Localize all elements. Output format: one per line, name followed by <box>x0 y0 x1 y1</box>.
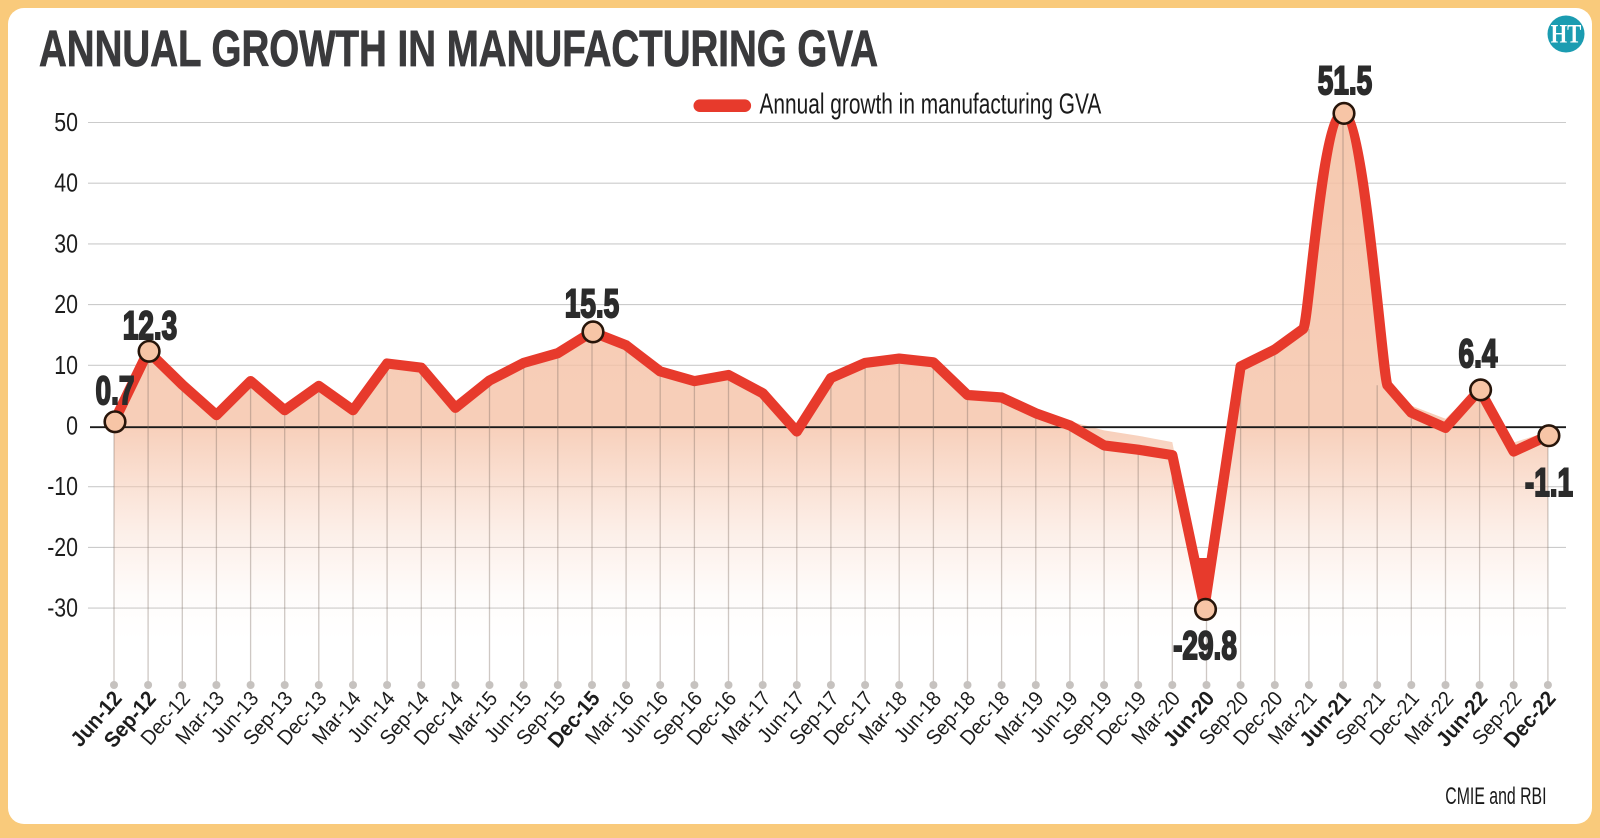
svg-text:10: 10 <box>54 351 78 381</box>
svg-text:CMIE and RBI: CMIE and RBI <box>1445 784 1546 810</box>
svg-text:20: 20 <box>54 290 78 320</box>
svg-text:-10: -10 <box>47 472 78 502</box>
svg-text:Annual growth in manufacturing: Annual growth in manufacturing GVA <box>760 88 1102 120</box>
svg-text:-20: -20 <box>47 533 78 563</box>
svg-text:50: 50 <box>54 108 78 138</box>
svg-text:-29.8: -29.8 <box>1173 624 1237 668</box>
svg-text:HT: HT <box>1551 21 1582 49</box>
svg-text:12.3: 12.3 <box>123 304 177 348</box>
svg-text:-30: -30 <box>47 594 78 624</box>
svg-text:6.4: 6.4 <box>1459 332 1499 376</box>
svg-text:15.5: 15.5 <box>565 282 619 326</box>
svg-text:ANNUAL GROWTH IN MANUFACTURING: ANNUAL GROWTH IN MANUFACTURING GVA <box>39 20 878 77</box>
svg-text:51.5: 51.5 <box>1318 59 1372 103</box>
svg-text:30: 30 <box>54 229 78 259</box>
svg-text:0: 0 <box>66 412 78 442</box>
svg-text:-1.1: -1.1 <box>1525 461 1573 505</box>
svg-text:0.7: 0.7 <box>96 369 135 413</box>
svg-text:40: 40 <box>54 169 78 199</box>
